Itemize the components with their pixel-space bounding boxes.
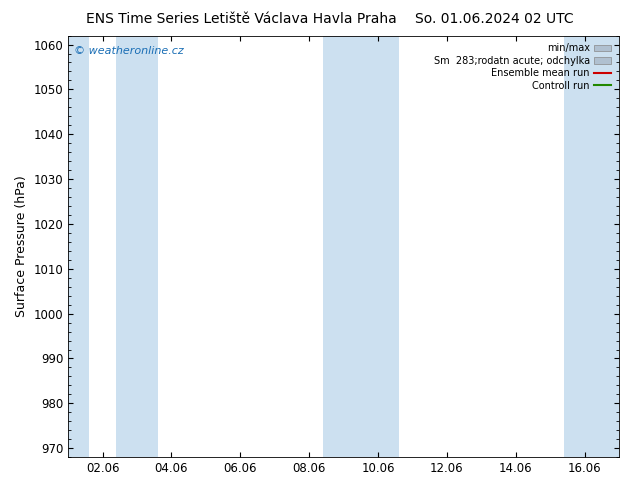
Bar (323, 36, 399, 457)
Text: So. 01.06.2024 02 UTC: So. 01.06.2024 02 UTC (415, 12, 574, 26)
Text: © weatheronline.cz: © weatheronline.cz (74, 46, 183, 56)
Bar (564, 36, 623, 457)
Text: ENS Time Series Letiště Václava Havla Praha: ENS Time Series Letiště Václava Havla Pr… (86, 12, 396, 26)
Bar (65, 36, 89, 457)
Y-axis label: Surface Pressure (hPa): Surface Pressure (hPa) (15, 175, 28, 317)
Bar (117, 36, 158, 457)
Legend: min/max, Sm  283;rodatn acute; odchylka, Ensemble mean run, Controll run: min/max, Sm 283;rodatn acute; odchylka, … (430, 41, 614, 94)
